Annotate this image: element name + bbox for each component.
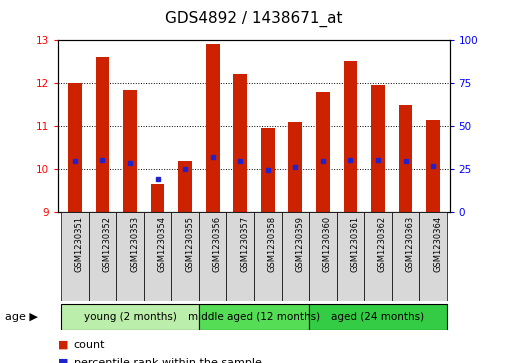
Text: GSM1230362: GSM1230362 bbox=[378, 216, 387, 272]
Bar bbox=[96, 57, 109, 212]
FancyBboxPatch shape bbox=[254, 212, 281, 301]
Text: young (2 months): young (2 months) bbox=[84, 312, 176, 322]
Text: GSM1230364: GSM1230364 bbox=[433, 216, 442, 272]
FancyBboxPatch shape bbox=[171, 212, 199, 301]
Text: ■: ■ bbox=[58, 340, 69, 350]
Text: aged (24 months): aged (24 months) bbox=[331, 312, 425, 322]
FancyBboxPatch shape bbox=[116, 212, 144, 301]
Bar bbox=[233, 74, 247, 212]
FancyBboxPatch shape bbox=[337, 212, 364, 301]
FancyBboxPatch shape bbox=[309, 303, 447, 330]
Bar bbox=[178, 161, 192, 212]
Text: count: count bbox=[74, 340, 105, 350]
Bar bbox=[289, 122, 302, 212]
Text: GSM1230356: GSM1230356 bbox=[213, 216, 221, 272]
Bar bbox=[123, 90, 137, 212]
FancyBboxPatch shape bbox=[392, 212, 419, 301]
FancyBboxPatch shape bbox=[199, 303, 309, 330]
FancyBboxPatch shape bbox=[309, 212, 337, 301]
Text: GSM1230360: GSM1230360 bbox=[323, 216, 332, 272]
Text: GSM1230351: GSM1230351 bbox=[75, 216, 84, 272]
FancyBboxPatch shape bbox=[281, 212, 309, 301]
FancyBboxPatch shape bbox=[61, 303, 199, 330]
Text: age ▶: age ▶ bbox=[5, 312, 38, 322]
Bar bbox=[343, 61, 357, 212]
Bar bbox=[426, 120, 440, 212]
Text: GDS4892 / 1438671_at: GDS4892 / 1438671_at bbox=[165, 11, 343, 27]
Bar bbox=[399, 105, 412, 212]
FancyBboxPatch shape bbox=[199, 212, 227, 301]
Bar bbox=[68, 83, 82, 212]
Text: GSM1230354: GSM1230354 bbox=[157, 216, 167, 272]
Text: percentile rank within the sample: percentile rank within the sample bbox=[74, 358, 262, 363]
Text: GSM1230358: GSM1230358 bbox=[268, 216, 277, 272]
Text: GSM1230352: GSM1230352 bbox=[103, 216, 111, 272]
Bar bbox=[151, 184, 165, 212]
Text: GSM1230357: GSM1230357 bbox=[240, 216, 249, 272]
Text: GSM1230363: GSM1230363 bbox=[405, 216, 415, 272]
Text: GSM1230353: GSM1230353 bbox=[130, 216, 139, 272]
FancyBboxPatch shape bbox=[144, 212, 171, 301]
Text: ■: ■ bbox=[58, 358, 69, 363]
FancyBboxPatch shape bbox=[364, 212, 392, 301]
FancyBboxPatch shape bbox=[419, 212, 447, 301]
Text: middle aged (12 months): middle aged (12 months) bbox=[188, 312, 320, 322]
Bar bbox=[206, 44, 219, 212]
Text: GSM1230355: GSM1230355 bbox=[185, 216, 194, 272]
Text: GSM1230361: GSM1230361 bbox=[351, 216, 360, 272]
Text: GSM1230359: GSM1230359 bbox=[295, 216, 304, 272]
Bar bbox=[371, 85, 385, 212]
FancyBboxPatch shape bbox=[227, 212, 254, 301]
FancyBboxPatch shape bbox=[89, 212, 116, 301]
FancyBboxPatch shape bbox=[61, 212, 89, 301]
Bar bbox=[261, 128, 275, 212]
Bar bbox=[316, 92, 330, 212]
